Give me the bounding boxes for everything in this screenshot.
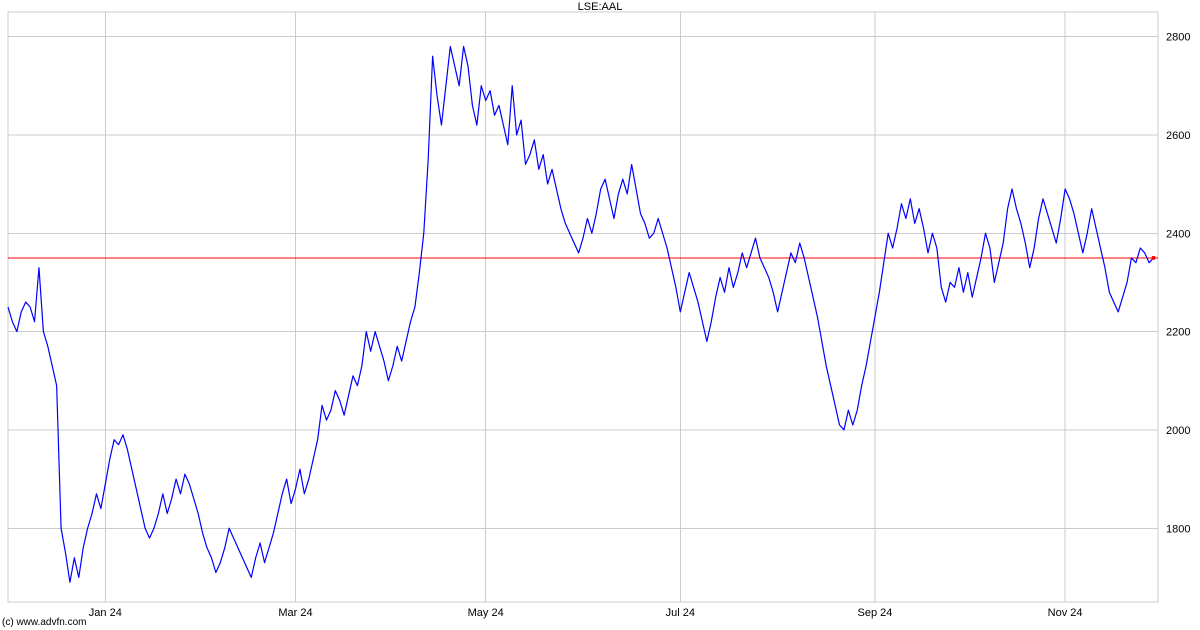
copyright-text: (c) www.advfn.com: [2, 617, 86, 628]
x-tick-label: May 24: [468, 607, 504, 619]
end-marker: [1152, 256, 1156, 260]
x-tick-label: Jan 24: [89, 607, 122, 619]
y-tick-label: 2200: [1166, 327, 1190, 339]
price-line: [8, 46, 1154, 582]
x-tick-label: Jul 24: [666, 607, 695, 619]
y-tick-label: 2800: [1166, 32, 1190, 44]
stock-chart: 1800 2000 2200 2400 2600 2800 Jan 24 Mar 24 May …: [0, 0, 1200, 630]
y-tick-label: 2600: [1166, 130, 1190, 142]
chart-title: LSE:AAL: [578, 1, 623, 13]
x-tick-label: Mar 24: [278, 607, 312, 619]
y-tick-label: 1800: [1166, 523, 1190, 535]
y-tick-label: 2400: [1166, 228, 1190, 240]
chart-canvas: 1800 2000 2200 2400 2600 2800 Jan 24 Mar 24 May …: [0, 0, 1200, 630]
x-tick-label: Nov 24: [1048, 607, 1083, 619]
x-tick-label: Sep 24: [857, 607, 892, 619]
y-tick-label: 2000: [1166, 425, 1190, 437]
